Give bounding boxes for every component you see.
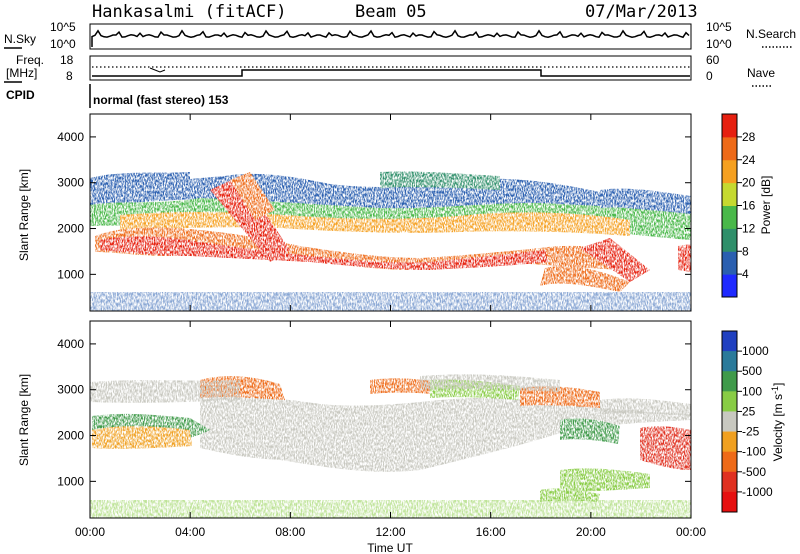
velocity-colorbar-tick-label: 100 [742,384,762,398]
power-colorbar-label: Power [dB] [759,176,773,235]
power-y-ticks: 1000 2000 3000 4000 [57,130,691,281]
velocity-ylabel: Slant Range [km] [17,374,31,466]
velocity-colorbar-segment [722,451,737,473]
velocity-y-ticks: 1000 2000 3000 4000 [57,337,691,488]
x-tick-label: 04:00 [175,525,205,539]
noise-panel-frame [89,23,692,50]
power-data-layer [90,171,691,311]
y-tick-label: 2000 [57,222,84,236]
freq-tick-top: 18 [60,53,74,67]
x-tick-label: 00:00 [676,525,706,539]
freq-label: Freq. [16,53,44,67]
power-colorbar-segment [722,114,737,138]
freq-panel-frame [89,55,692,81]
velocity-colorbar-segment [722,471,737,493]
noise-left-tick-top: 10^5 [50,20,76,34]
nave-tick-top: 60 [706,53,720,67]
velocity-colorbar-frame [721,330,738,513]
power-colorbar-frame [721,113,738,298]
cpid-text: normal (fast stereo) 153 [93,93,229,107]
power-ylabel: Slant Range [km] [17,169,31,261]
x-tick-label: 00:00 [75,525,105,539]
x-tick-label: 08:00 [275,525,305,539]
power-colorbar-tick-label: 12 [742,221,756,235]
noise-right-tick-top: 10^5 [706,20,732,34]
velocity-x-ticks: 00:00 04:00 08:00 12:00 16:00 20:00 00:00 [75,321,706,539]
y-tick-label: 1000 [57,267,84,281]
velocity-data-layer [90,374,691,518]
nsearch-label: N.Search [746,27,796,41]
noise-left-tick-bottom: 10^0 [50,37,76,51]
power-colorbar-segment [722,251,737,275]
noise-right-tick-bottom: 10^0 [706,37,732,51]
velocity-colorbar-tick-label: 1000 [742,344,769,358]
beam-title: Beam 05 [355,2,427,22]
power-colorbar-tick-label: 16 [742,199,756,213]
x-tick-label: 12:00 [375,525,405,539]
velocity-colorbar-segment [722,411,737,433]
power-colorbar-segment [722,159,737,184]
velocity-colorbar: 1000 500 100 25 -25 -100 -500 -1000 [722,331,773,513]
freq-tick-bottom: 8 [66,69,73,83]
velocity-colorbar-segment [722,371,737,392]
nave-label: Nave [747,66,775,80]
y-tick-label: 4000 [57,130,84,144]
velocity-colorbar-tick-label: -100 [742,445,766,459]
y-tick-label: 2000 [57,429,84,443]
x-tick-label: 16:00 [476,525,506,539]
nsky-label: N.Sky [4,32,36,46]
y-tick-label: 3000 [57,176,84,190]
power-x-ticks [89,114,692,311]
velocity-colorbar-segment [722,431,737,453]
y-tick-label: 3000 [57,383,84,397]
power-colorbar-tick-label: 8 [742,244,749,258]
velocity-colorbar-segment [722,391,737,412]
cpid-label: CPID [6,88,35,102]
power-colorbar-tick-label: 20 [742,176,756,190]
freq-dip [149,67,166,73]
x-axis-label: Time UT [367,541,413,554]
velocity-colorbar-label: Velocity [m s-1] [770,383,785,462]
date-title: 07/Mar/2013 [585,2,698,22]
power-colorbar-segment [722,136,737,161]
velocity-colorbar-segment [722,351,737,372]
velocity-colorbar-segment [722,331,737,352]
power-colorbar-segment [722,182,737,206]
power-colorbar-segment [722,228,737,252]
velocity-colorbar-tick-label: 500 [742,364,762,378]
power-colorbar-tick-label: 4 [742,267,749,281]
nave-tick-bottom: 0 [706,69,713,83]
power-colorbar-tick-label: 28 [742,130,756,144]
x-tick-label: 20:00 [576,525,606,539]
velocity-colorbar-tick-label: 25 [742,404,756,418]
y-tick-label: 4000 [57,337,84,351]
velocity-colorbar-tick-label: -1000 [742,485,773,499]
velocity-colorbar-tick-label: -25 [742,425,760,439]
station-title: Hankasalmi (fitACF) [92,2,286,22]
freq-trace [92,69,690,77]
nsky-trace [91,29,690,47]
velocity-colorbar-tick-label: -500 [742,465,766,479]
power-colorbar-tick-label: 24 [742,153,756,167]
velocity-colorbar-segment [722,491,737,513]
power-colorbar-segment [722,274,737,298]
power-colorbar-segment [722,205,737,229]
freq-unit-label: [MHz] [6,66,37,80]
power-colorbar: 4 8 12 16 20 24 28 [722,114,756,298]
y-tick-label: 1000 [57,474,84,488]
